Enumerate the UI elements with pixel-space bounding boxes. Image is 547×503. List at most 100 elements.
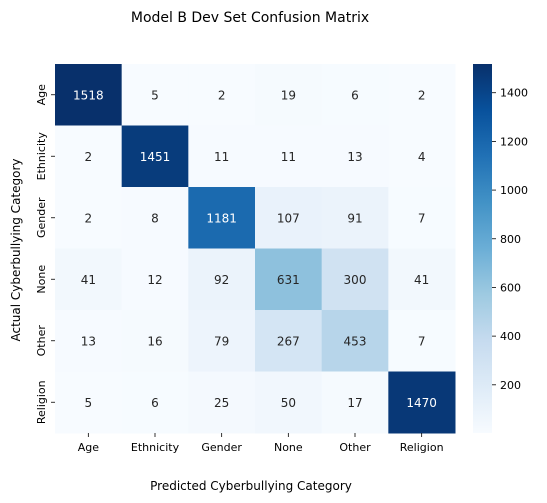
cell-value-label: 2 [418, 88, 426, 102]
cell-value-label: 300 [344, 273, 367, 287]
colorbar-ticks: 200 400 600 800 1000 1200 1400 [492, 87, 528, 392]
colorbar-tick-label: 1400 [500, 87, 528, 100]
cell-value-label: 50 [281, 396, 296, 410]
cell-religion-religion [388, 371, 456, 434]
cell-value-label: 13 [81, 334, 96, 348]
cell-none-gender [188, 248, 256, 311]
cell-value-label: 107 [277, 211, 300, 225]
cell-age-other [321, 64, 389, 126]
y-tick-label: None [35, 265, 48, 294]
cell-none-ethnicity [121, 248, 189, 311]
cell-value-label: 13 [347, 150, 362, 164]
cell-value-label: 91 [347, 211, 362, 225]
cell-gender-religion [388, 187, 456, 249]
cell-other-religion [388, 310, 456, 372]
colorbar-tick-label: 800 [500, 233, 521, 246]
cell-value-label: 19 [281, 88, 296, 102]
y-axis-label: Actual Cyberbullying Category [9, 159, 23, 342]
cell-value-label: 267 [277, 334, 300, 348]
cell-value-label: 41 [81, 273, 96, 287]
cell-value-label: 5 [151, 88, 159, 102]
x-tick-label: Age [78, 441, 100, 454]
cell-age-none [255, 64, 323, 126]
cell-gender-other [321, 187, 389, 249]
cell-other-gender [188, 310, 256, 372]
cell-other-none [255, 310, 323, 372]
heatmap-cells: 1518 5 2 19 6 2 2 1451 11 11 13 4 2 8 1181 107 91 7 41 12 92… [55, 64, 456, 434]
cell-value-label: 92 [214, 273, 229, 287]
cell-age-gender [188, 64, 256, 126]
cell-value-label: 631 [277, 273, 300, 287]
x-tick-label: None [274, 441, 303, 454]
cell-value-label: 6 [151, 396, 159, 410]
cell-value-label: 2 [85, 150, 93, 164]
cell-value-label: 6 [351, 88, 359, 102]
cell-value-label: 79 [214, 334, 229, 348]
x-axis-label: Predicted Cyberbullying Category [150, 479, 352, 493]
x-tick-label: Religion [400, 441, 444, 454]
cell-other-age [55, 310, 123, 372]
cell-ethnicity-other [321, 125, 389, 188]
cell-value-label: 41 [414, 273, 429, 287]
cell-none-other [321, 248, 389, 311]
cell-value-label: 4 [418, 150, 426, 164]
cell-value-label: 2 [218, 88, 226, 102]
colorbar-tick-label: 200 [500, 379, 521, 392]
colorbar-tick-label: 600 [500, 281, 521, 294]
cell-value-label: 453 [344, 334, 367, 348]
y-tick-label: Religion [35, 380, 48, 424]
cell-value-label: 1451 [140, 150, 171, 164]
x-tick-label: Ethnicity [131, 441, 180, 454]
chart-title: Model B Dev Set Confusion Matrix [131, 10, 369, 26]
cell-value-label: 1181 [206, 211, 237, 225]
cell-other-ethnicity [121, 310, 189, 372]
cell-ethnicity-age [55, 125, 123, 188]
cell-value-label: 7 [418, 334, 426, 348]
cell-value-label: 7 [418, 211, 426, 225]
cell-age-religion [388, 64, 456, 126]
cell-value-label: 1518 [73, 88, 104, 102]
cell-value-label: 5 [85, 396, 93, 410]
x-tick-label: Other [339, 441, 371, 454]
cell-religion-other [321, 371, 389, 434]
cell-religion-none [255, 371, 323, 434]
colorbar [473, 64, 492, 433]
cell-age-age [55, 64, 123, 126]
cell-age-ethnicity [121, 64, 189, 126]
y-tick-label: Gender [35, 197, 48, 238]
y-tick-label: Age [35, 84, 48, 106]
cell-value-label: 16 [147, 334, 162, 348]
cell-ethnicity-ethnicity [121, 125, 189, 188]
y-tick-label: Other [35, 325, 48, 357]
cell-value-label: 8 [151, 211, 159, 225]
cell-gender-none [255, 187, 323, 249]
colorbar-tick-label: 1000 [500, 184, 528, 197]
colorbar-tick-label: 400 [500, 330, 521, 343]
x-tick-labels: Age Ethnicity Gender None Other Religion [78, 433, 444, 454]
cell-value-label: 17 [347, 396, 362, 410]
cell-value-label: 1470 [406, 396, 437, 410]
cell-value-label: 11 [281, 150, 296, 164]
cell-religion-age [55, 371, 123, 434]
cell-value-label: 2 [85, 211, 93, 225]
cell-ethnicity-none [255, 125, 323, 188]
colorbar-tick-label: 1200 [500, 135, 528, 148]
cell-gender-ethnicity [121, 187, 189, 249]
cell-gender-age [55, 187, 123, 249]
cell-none-age [55, 248, 123, 311]
cell-value-label: 11 [214, 150, 229, 164]
x-tick-label: Gender [201, 441, 242, 454]
cell-religion-ethnicity [121, 371, 189, 434]
cell-none-none [255, 248, 323, 311]
y-tick-label: Ethnicity [35, 132, 48, 181]
y-tick-labels: Age Ethnicity Gender None Other Religion [35, 84, 55, 424]
cell-ethnicity-religion [388, 125, 456, 188]
cell-ethnicity-gender [188, 125, 256, 188]
cell-value-label: 12 [147, 273, 162, 287]
cell-gender-gender [188, 187, 256, 249]
cell-other-other [321, 310, 389, 372]
cell-value-label: 25 [214, 396, 229, 410]
cell-religion-gender [188, 371, 256, 434]
cell-none-religion [388, 248, 456, 311]
